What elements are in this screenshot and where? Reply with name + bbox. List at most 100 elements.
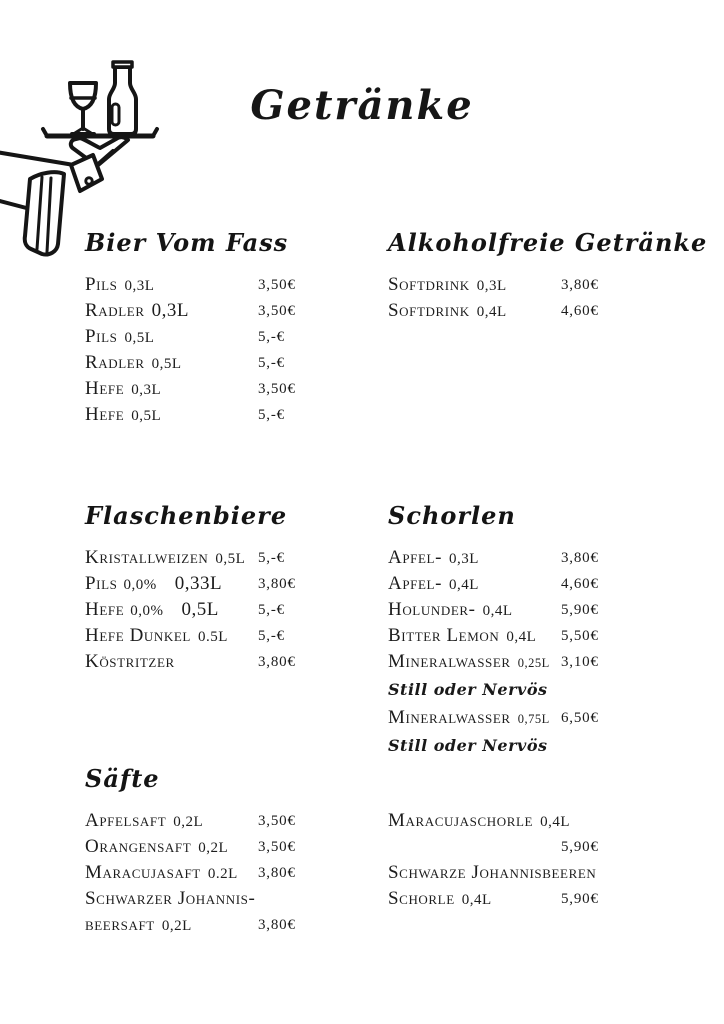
item-quantity: 0.2L bbox=[207, 866, 238, 882]
item-name: Pils bbox=[85, 326, 118, 347]
napkin-icon bbox=[22, 170, 66, 257]
menu-item-row: Apfel- 0,4L 4,60€ bbox=[388, 571, 618, 597]
item-quantity: 0,3L bbox=[131, 382, 162, 398]
item-name: Köstritzer bbox=[85, 651, 175, 672]
menu-item-row: Softdrink 0,4L 4,60€ bbox=[388, 298, 618, 324]
item-quantity: 0,3L bbox=[476, 278, 507, 294]
item-price: 3,50€ bbox=[258, 381, 296, 397]
item-price: 5,90€ bbox=[561, 839, 599, 855]
waiter-tray-illustration bbox=[0, 52, 190, 264]
item-price: 4,60€ bbox=[561, 303, 599, 319]
item-price: 3,10€ bbox=[561, 654, 599, 670]
menu-section-flaschenbiere: Flaschenbiere Kristallweizen 0,5L 5,-€ Pils… bbox=[85, 501, 305, 675]
section-heading: Flaschenbiere bbox=[85, 501, 288, 530]
item-quantity: 0,4L bbox=[540, 814, 570, 830]
menu-section-saefte: Säfte Apfelsaft 0,2L 3,50€ Orangensaft 0,2L 3… bbox=[85, 764, 305, 938]
item-name: Pils bbox=[85, 573, 118, 594]
menu-item-row: Maracujaschorle 0,4L bbox=[388, 808, 628, 834]
menu-item-row: Hefe 0,0% 0,5L 5,-€ bbox=[85, 597, 305, 623]
menu-item-row: Bitter Lemon 0,4L 5,50€ bbox=[388, 623, 618, 649]
item-quantity: 0,4L bbox=[506, 629, 537, 645]
item-name: Schwarze Johannisbeeren bbox=[388, 862, 597, 883]
menu-item-row: Radler 0,5L 5,-€ bbox=[85, 350, 305, 376]
section-heading: Alkoholfreie Getränke bbox=[388, 228, 708, 257]
item-price: 5,90€ bbox=[561, 891, 599, 907]
menu-item-row: Hefe Dunkel 0.5L 5,-€ bbox=[85, 623, 305, 649]
menu-item-row: Kristallweizen 0,5L 5,-€ bbox=[85, 545, 305, 571]
item-name: Radler bbox=[85, 352, 145, 373]
menu-item-row: Maracujasaft 0.2L 3,80€ bbox=[85, 860, 305, 886]
item-name: Schorle bbox=[388, 888, 455, 909]
item-name: Hefe Dunkel bbox=[85, 625, 191, 646]
menu-item-row: Pils 0,5L 5,-€ bbox=[85, 324, 305, 350]
section-rows: Maracujaschorle 0,4L 5,90€ Schwarze Johanni… bbox=[388, 808, 628, 912]
item-price: 6,50€ bbox=[561, 710, 599, 726]
section-rows: Kristallweizen 0,5L 5,-€ Pils 0,0% 0,33L 3,80€… bbox=[85, 545, 305, 675]
menu-item-row: 5,90€ bbox=[388, 834, 628, 860]
item-name: Maracujaschorle bbox=[388, 810, 534, 831]
item-quantity: 0,4L bbox=[482, 603, 513, 619]
item-quantity: 0,2L bbox=[198, 840, 229, 856]
item-price: 5,-€ bbox=[258, 329, 285, 345]
item-price: 3,50€ bbox=[258, 813, 296, 829]
menu-item-row: Schwarzer Johannis- bbox=[85, 886, 305, 912]
item-name: Orangensaft bbox=[85, 836, 192, 857]
menu-item-row: Holunder- 0,4L 5,90€ bbox=[388, 597, 618, 623]
menu-item-row: Mineralwasser 0,75L 6,50€ bbox=[388, 705, 618, 731]
wine-bottle-icon bbox=[107, 60, 138, 136]
item-name: Mineralwasser bbox=[388, 651, 511, 672]
item-quantity: 0,2L bbox=[161, 918, 192, 934]
menu-item-row: Orangensaft 0,2L 3,50€ bbox=[85, 834, 305, 860]
still-oder-nervoes-note: Still oder Nervös bbox=[388, 675, 618, 705]
item-quantity: 0.5L bbox=[197, 629, 228, 645]
item-quantity: 0,3L bbox=[151, 300, 189, 321]
serving-tray-icon bbox=[41, 127, 159, 139]
note-text: Still oder Nervös bbox=[388, 736, 548, 755]
menu-item-row: Softdrink 0,3L 3,80€ bbox=[388, 272, 618, 298]
item-price: 5,-€ bbox=[258, 602, 285, 618]
item-quantity: 0,5L bbox=[124, 330, 155, 346]
item-name: Holunder- bbox=[388, 599, 476, 620]
section-rows: Apfelsaft 0,2L 3,50€ Orangensaft 0,2L 3,50€ Ma… bbox=[85, 808, 305, 938]
menu-item-row: Mineralwasser 0,25L 3,10€ bbox=[388, 649, 618, 675]
section-heading: Schorlen bbox=[388, 501, 516, 530]
item-name: Softdrink bbox=[388, 300, 470, 321]
item-name: Pils bbox=[85, 274, 118, 295]
item-quantity: 0,75L bbox=[517, 712, 550, 726]
menu-item-row: Schwarze Johannisbeeren bbox=[388, 860, 628, 886]
item-quantity: 0,3L bbox=[124, 278, 155, 294]
menu-item-row: Pils 0,0% 0,33L 3,80€ bbox=[85, 571, 305, 597]
menu-section-schorlen_fortsetzung: Maracujaschorle 0,4L 5,90€ Schwarze Johanni… bbox=[388, 808, 628, 912]
item-price: 5,-€ bbox=[258, 628, 285, 644]
item-quantity: 0,33L bbox=[174, 573, 223, 594]
item-price: 3,80€ bbox=[258, 865, 296, 881]
item-quantity: 0,4L bbox=[449, 577, 479, 593]
item-quantity: 0,25L bbox=[517, 656, 550, 670]
item-name: beersaft bbox=[85, 914, 155, 935]
item-quantity: 0,5L bbox=[151, 356, 182, 372]
item-price: 3,80€ bbox=[258, 576, 296, 592]
menu-section-schorlen: Schorlen Apfel- 0,3L 3,80€ Apfel- 0,4L 4,60€ H… bbox=[388, 501, 618, 761]
item-quantity: 0,3L bbox=[449, 551, 479, 567]
item-price: 3,50€ bbox=[258, 277, 296, 293]
item-name: Hefe bbox=[85, 378, 125, 399]
section-rows: Pils 0,3L 3,50€ Radler 0,3L 3,50€ Pils 0,5L 5,-€… bbox=[85, 272, 305, 428]
item-abv: 0,0% bbox=[123, 577, 157, 593]
menu-item-row: Köstritzer 3,80€ bbox=[85, 649, 305, 675]
item-price: 4,60€ bbox=[561, 576, 599, 592]
item-price: 3,50€ bbox=[258, 839, 296, 855]
item-name: Apfelsaft bbox=[85, 810, 167, 831]
note-text: Still oder Nervös bbox=[388, 680, 548, 699]
item-name: Schwarzer Johannis- bbox=[85, 888, 256, 909]
menu-item-row: Schorle 0,4L 5,90€ bbox=[388, 886, 628, 912]
wine-glass-icon bbox=[68, 81, 98, 136]
cuff-icon bbox=[69, 153, 104, 193]
item-name: Apfel- bbox=[388, 573, 442, 594]
item-quantity: 0,5L bbox=[131, 408, 162, 424]
item-name: Bitter Lemon bbox=[388, 625, 500, 646]
section-heading: Bier Vom Fass bbox=[85, 228, 289, 257]
item-price: 5,90€ bbox=[561, 602, 599, 618]
menu-item-row: Pils 0,3L 3,50€ bbox=[85, 272, 305, 298]
item-quantity: 0,2L bbox=[173, 814, 204, 830]
